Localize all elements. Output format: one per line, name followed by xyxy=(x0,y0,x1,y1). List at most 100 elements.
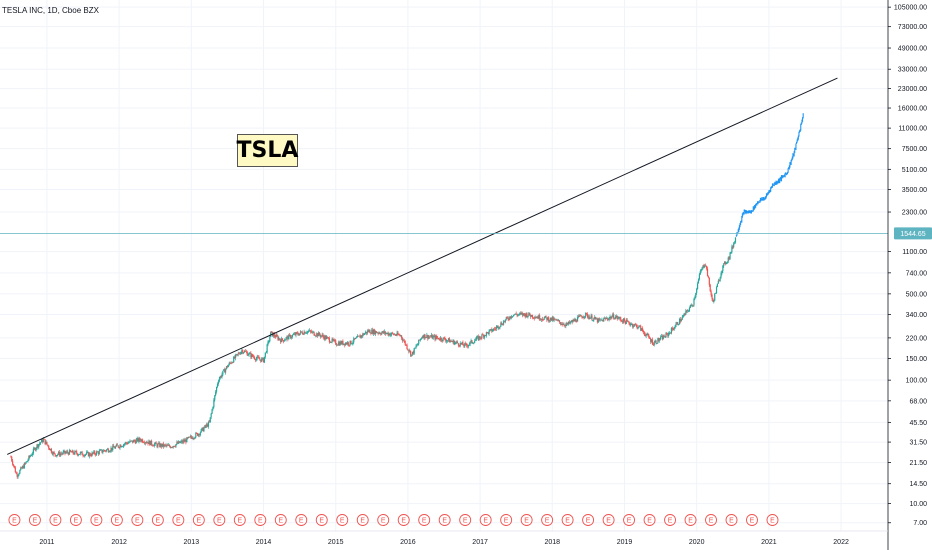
candle-body xyxy=(315,335,317,337)
candle-body xyxy=(645,334,647,337)
candle-body xyxy=(103,450,105,452)
candle-body xyxy=(526,313,528,317)
candle-body xyxy=(444,337,446,340)
candle-body xyxy=(613,314,615,319)
candle-body xyxy=(335,340,337,345)
x-tick-label: 2012 xyxy=(111,539,127,546)
candle-body xyxy=(170,447,173,448)
candle-body xyxy=(504,319,506,322)
candle-body xyxy=(449,340,451,343)
candle-body xyxy=(76,451,78,454)
candle-body xyxy=(493,328,495,331)
candle-body xyxy=(140,440,142,442)
candle-body xyxy=(95,454,97,455)
candle-body xyxy=(354,338,356,340)
candle-body xyxy=(316,333,318,336)
candle-body xyxy=(502,321,505,325)
candle-body xyxy=(544,316,546,318)
candle-body xyxy=(638,325,640,328)
y-tick-label: 3500.00 xyxy=(902,187,927,194)
candle-body xyxy=(77,454,80,456)
y-tick-label: 73000.00 xyxy=(898,24,927,31)
candle-body xyxy=(86,452,88,455)
candle-body xyxy=(222,370,224,375)
candle-body xyxy=(624,321,626,324)
y-tick-label: 1100.00 xyxy=(902,249,927,256)
candle-body xyxy=(629,323,631,326)
candle-body xyxy=(575,319,577,322)
price-axis[interactable]: 105000.00 73000.00 49000.00 33000.00 23000.0… xyxy=(888,5,927,528)
candle-body xyxy=(79,452,81,455)
candle-body xyxy=(141,439,144,443)
candle-body xyxy=(602,319,604,322)
candle-body xyxy=(102,451,104,453)
y-tick-label: 10.00 xyxy=(909,501,927,508)
candle-body xyxy=(558,320,561,323)
candle-body xyxy=(279,338,281,340)
candle-body xyxy=(499,326,501,328)
candle-body xyxy=(214,395,216,400)
candle-body xyxy=(55,455,57,457)
candle-body xyxy=(521,313,524,316)
candle-body xyxy=(247,354,249,356)
candle-body xyxy=(548,320,551,322)
symbol-label: TSLA xyxy=(237,134,298,167)
candle-body xyxy=(138,438,140,442)
candle-body xyxy=(418,339,420,344)
candle-body xyxy=(562,324,564,325)
candle-body xyxy=(712,298,714,302)
candle-body xyxy=(57,454,59,456)
candle-body xyxy=(487,332,489,335)
candle-body xyxy=(611,316,613,319)
candle-body xyxy=(283,340,285,342)
candle-body xyxy=(717,280,719,284)
candle-body xyxy=(476,336,478,338)
candle-body xyxy=(341,341,343,345)
candle-body xyxy=(361,335,363,337)
candle-body xyxy=(478,336,480,340)
candle-body xyxy=(517,314,519,316)
candle-body xyxy=(130,440,132,442)
candle-body xyxy=(126,443,128,444)
candle-body xyxy=(641,328,644,331)
candle-body xyxy=(356,335,358,338)
candle-body xyxy=(286,336,288,338)
candle-body xyxy=(101,449,103,453)
candle-body xyxy=(62,451,64,454)
candle-body xyxy=(530,314,533,317)
candle-body xyxy=(678,319,681,325)
earnings-marker xyxy=(643,514,656,526)
earnings-marker-label: E xyxy=(729,518,734,525)
candle-body xyxy=(468,344,470,346)
candle-body xyxy=(14,467,16,473)
candle-body xyxy=(646,333,648,335)
candle-body xyxy=(215,386,218,392)
candle-body xyxy=(484,335,487,336)
candle-body xyxy=(252,354,254,357)
earnings-marker xyxy=(254,514,267,526)
candle-body xyxy=(281,338,284,341)
candle-body xyxy=(71,450,73,453)
earnings-marker xyxy=(438,514,451,526)
candle-body xyxy=(91,452,93,456)
candle-body xyxy=(619,317,621,319)
time-axis[interactable]: 2011 2012 2013 2014 2015 2016 2017 2018 2019 2020… xyxy=(39,539,849,546)
candle-body xyxy=(78,454,81,456)
candle-body xyxy=(403,340,405,342)
candle-body xyxy=(362,333,364,337)
candle-body xyxy=(114,446,117,449)
candle-body xyxy=(326,336,328,340)
candle-body xyxy=(723,263,725,266)
candle-body xyxy=(12,460,14,465)
candle-body xyxy=(604,318,607,320)
candle-body xyxy=(363,333,366,335)
candle-body xyxy=(413,348,415,354)
candle-body xyxy=(269,336,271,342)
candle-body xyxy=(15,472,17,474)
candle-body xyxy=(709,284,711,292)
candle-body xyxy=(58,451,60,455)
candle-body xyxy=(142,442,145,444)
candle-body xyxy=(606,318,608,320)
candle-body xyxy=(697,279,700,284)
